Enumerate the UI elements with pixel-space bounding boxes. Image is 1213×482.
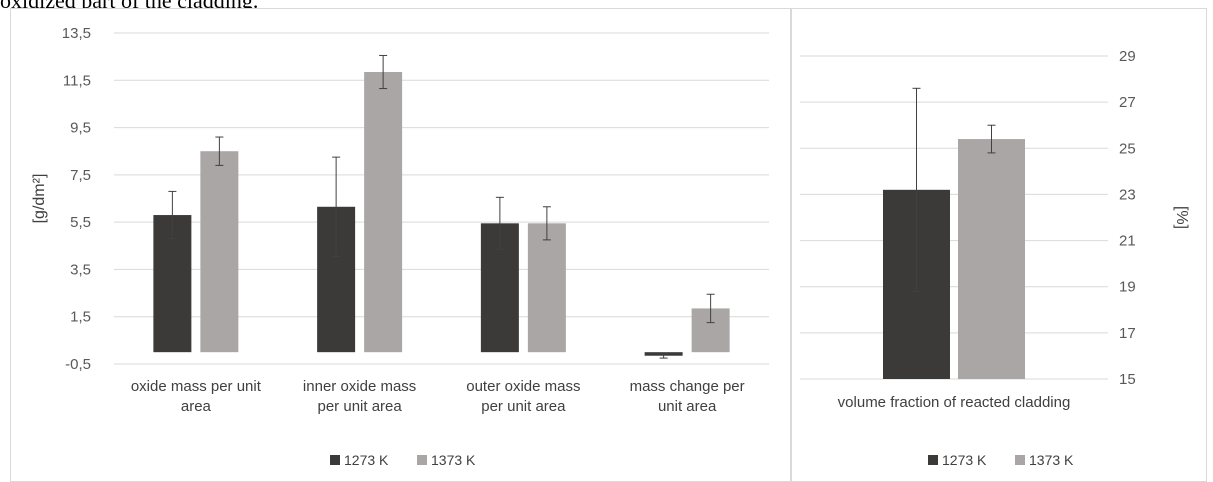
left-chart-x-category-label: per unit area [481, 398, 566, 415]
left-chart-y-tick-label: 11,5 [63, 72, 91, 89]
right-chart-y-tick-label: 25 [1119, 140, 1136, 157]
left-chart-x-category-label: oxide mass per unit [131, 378, 262, 395]
left-chart-y-tick-label: 3,5 [70, 261, 91, 278]
left-chart-x-category-label: outer oxide mass [466, 378, 580, 395]
left-chart-legend-label: 1373 K [431, 452, 476, 468]
right-chart-bar-1373k [958, 139, 1025, 379]
right-chart-y-tick-label: 27 [1119, 94, 1136, 111]
right-chart-panel: 29 27 25 23 21 19 17 15 [%] volume fraction of re… [791, 8, 1207, 482]
left-chart-x-category-label: area [181, 398, 212, 415]
right-chart-legend-label: 1373 K [1029, 452, 1074, 468]
left-chart-y-tick-label: 1,5 [70, 309, 91, 326]
left-chart-bar-1373k [200, 151, 239, 353]
left-chart-x-category-label: mass change per [630, 378, 745, 395]
left-chart-x-category-label: unit area [658, 398, 717, 415]
left-chart-y-tick-label: 7,5 [70, 167, 91, 184]
left-chart-bar-1373k [364, 72, 403, 353]
right-chart-y-tick-label: 17 [1119, 325, 1136, 342]
right-chart-y-axis-title: [%] [1173, 206, 1190, 229]
right-chart-legend-swatch [928, 455, 938, 465]
left-chart-y-axis-title: [g/dm²] [31, 174, 48, 224]
right-chart-x-category-label: volume fraction of reacted cladding [838, 394, 1071, 411]
right-chart-y-tick-label: 23 [1119, 186, 1136, 203]
right-chart-y-tick-label: 21 [1119, 233, 1136, 250]
left-chart-bar-1373k [527, 223, 566, 353]
right-chart-svg: 29 27 25 23 21 19 17 15 [%] volume fraction of re… [800, 48, 1190, 468]
left-chart-y-tick-label: 13,5 [62, 25, 91, 42]
left-chart-legend-swatch [330, 455, 340, 465]
right-chart-legend-label: 1273 K [942, 452, 987, 468]
left-chart-legend-label: 1273 K [344, 452, 389, 468]
left-chart-y-tick-label: -0,5 [65, 356, 91, 373]
left-chart-y-tick-label: 9,5 [70, 120, 91, 137]
left-chart-legend-swatch [417, 455, 427, 465]
left-chart-x-category-label: per unit area [318, 398, 403, 415]
left-chart-y-tick-label: 5,5 [70, 214, 91, 231]
left-chart-x-category-label: inner oxide mass [303, 378, 416, 395]
right-chart-y-tick-label: 29 [1119, 48, 1136, 65]
right-chart-y-tick-label: 19 [1119, 279, 1136, 296]
right-chart-y-tick-label: 15 [1119, 371, 1136, 388]
left-chart-panel: 13,5 11,5 9,5 7,5 5,5 3,5 1,5 -0,5 [g/dm²] oxide … [10, 8, 791, 482]
right-chart-legend-swatch [1015, 455, 1025, 465]
left-chart-svg: 13,5 11,5 9,5 7,5 5,5 3,5 1,5 -0,5 [g/dm²] oxide … [31, 25, 769, 468]
